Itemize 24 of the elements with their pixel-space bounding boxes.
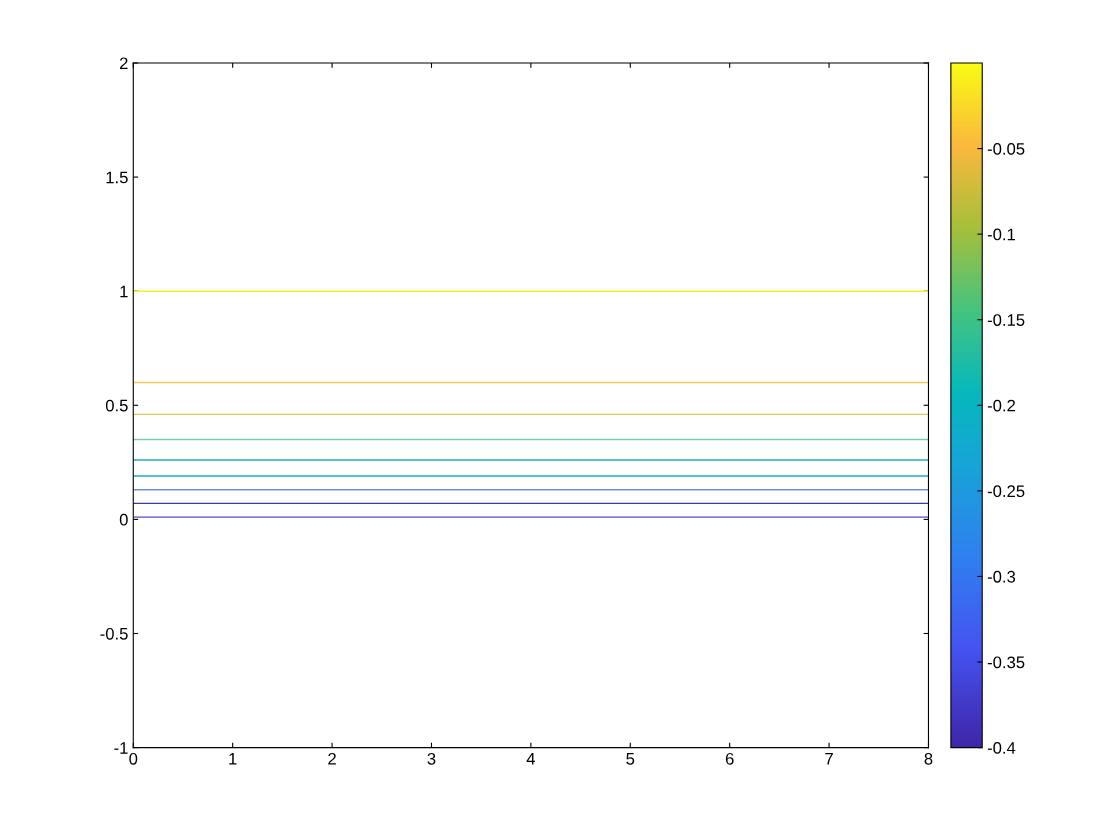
color-bar-label: -0.4 — [987, 742, 1016, 754]
color-bar-label: -0.3 — [987, 570, 1016, 583]
x-tick-label: 1 — [229, 753, 237, 765]
y-tick-label: -0.5 — [100, 627, 128, 640]
x-tick-label: 2 — [328, 752, 336, 765]
color-bar-label: -0.2 — [987, 399, 1015, 412]
y-tick-label: 2 — [119, 57, 128, 70]
y-tick-label: -1 — [114, 742, 128, 754]
color-bar-label: -0.35 — [987, 656, 1025, 669]
x-tick-label: 5 — [626, 753, 635, 765]
color-bar-label: -0.25 — [987, 485, 1025, 498]
x-tick-label: 3 — [427, 752, 436, 765]
color-bar-label: -0.15 — [987, 314, 1025, 326]
y-tick-label: 1.5 — [106, 171, 128, 184]
x-tick-label: 7 — [825, 753, 833, 765]
color-bar-label: -0.05 — [987, 142, 1025, 155]
color-bar-label: -0.1 — [987, 228, 1016, 241]
x-tick-label: 4 — [526, 753, 536, 765]
x-tick-label: 0 — [129, 752, 138, 765]
y-tick-label: 0 — [119, 513, 128, 526]
y-tick-label: 1 — [120, 285, 128, 298]
x-tick-label: 6 — [725, 752, 734, 765]
y-tick-label: 0.5 — [105, 399, 128, 412]
x-tick-label: 8 — [924, 752, 933, 765]
